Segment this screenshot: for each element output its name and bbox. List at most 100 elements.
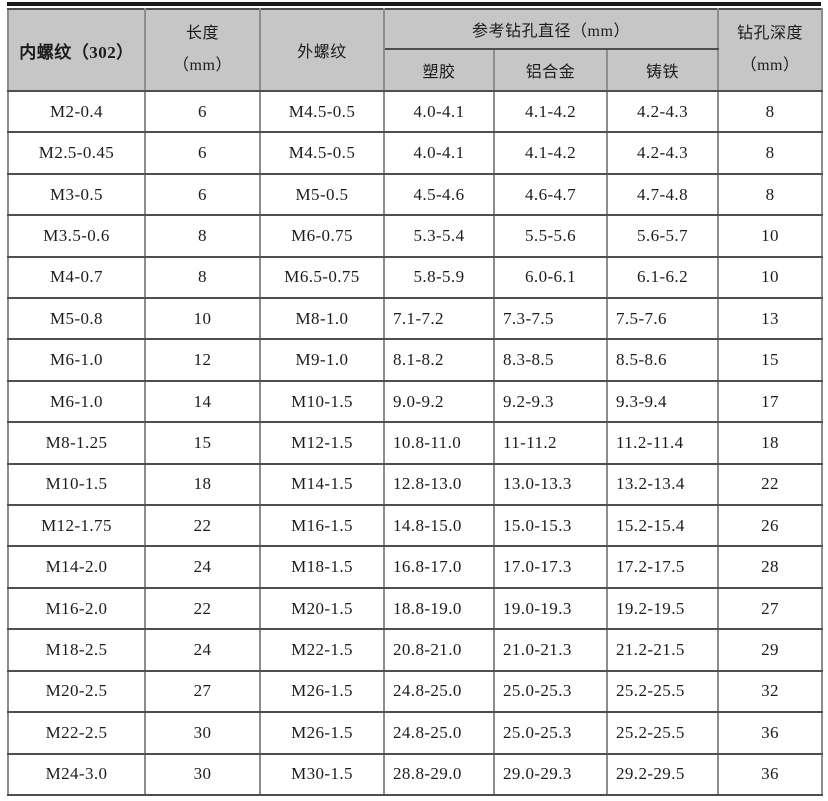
cell-drill-cast-iron: 8.5-8.6 <box>605 338 720 382</box>
cell-drill-plastic: 12.8-13.0 <box>383 462 495 507</box>
cell-drill-depth: 8 <box>717 172 824 217</box>
cell-external-thread: M14-1.5 <box>259 462 385 507</box>
header-drill-diameter-group: 参考钻孔直径（mm） <box>382 8 720 50</box>
cell-length: 6 <box>144 89 261 134</box>
table-row: M20-2.5 27 M26-1.5 24.8-25.0 25.0-25.3 25.2-2… <box>7 669 824 714</box>
cell-drill-aluminum: 21.0-21.3 <box>493 628 608 672</box>
cell-length: 24 <box>144 545 261 589</box>
table-row: M2.5-0.45 6 M4.5-0.5 4.0-4.1 4.1-4.2 4.2-4.3 8 <box>7 131 824 175</box>
cell-drill-cast-iron: 13.2-13.4 <box>605 462 720 507</box>
cell-drill-aluminum: 17.0-17.3 <box>493 545 608 589</box>
cell-drill-plastic: 4.0-4.1 <box>383 89 495 134</box>
cell-internal-thread: M14-2.0 <box>7 545 146 589</box>
table-row: M4-0.7 8 M6.5-0.75 5.8-5.9 6.0-6.1 6.1-6.2 10 <box>7 255 824 300</box>
table-row: M16-2.0 22 M20-1.5 18.8-19.0 19.0-19.3 19.2-1… <box>7 586 824 631</box>
cell-drill-plastic: 8.1-8.2 <box>383 338 495 382</box>
cell-drill-plastic: 9.0-9.2 <box>383 379 495 424</box>
cell-length: 24 <box>144 628 261 672</box>
cell-external-thread: M10-1.5 <box>259 379 385 424</box>
cell-drill-depth: 32 <box>717 669 824 714</box>
cell-internal-thread: M20-2.5 <box>7 669 146 714</box>
cell-length: 30 <box>144 752 261 796</box>
cell-internal-thread: M18-2.5 <box>7 628 146 672</box>
cell-drill-cast-iron: 15.2-15.4 <box>605 504 720 548</box>
cell-internal-thread: M10-1.5 <box>7 462 146 507</box>
cell-drill-aluminum: 8.3-8.5 <box>493 338 608 382</box>
cell-length: 8 <box>144 255 261 300</box>
cell-drill-plastic: 10.8-11.0 <box>383 421 495 465</box>
cell-external-thread: M16-1.5 <box>259 504 385 548</box>
cell-drill-depth: 29 <box>717 628 824 672</box>
cell-drill-cast-iron: 19.2-19.5 <box>605 586 720 631</box>
cell-drill-aluminum: 5.5-5.6 <box>493 214 608 258</box>
cell-drill-depth: 10 <box>717 255 824 300</box>
cell-length: 8 <box>144 214 261 258</box>
cell-drill-cast-iron: 4.7-4.8 <box>605 172 720 217</box>
cell-drill-plastic: 5.3-5.4 <box>383 214 495 258</box>
table-row: M8-1.25 15 M12-1.5 10.8-11.0 11-11.2 11.2-11.… <box>7 421 824 465</box>
cell-external-thread: M5-0.5 <box>259 172 385 217</box>
cell-internal-thread: M3.5-0.6 <box>7 214 146 258</box>
cell-drill-cast-iron: 4.2-4.3 <box>605 89 720 134</box>
cell-drill-depth: 18 <box>717 421 824 465</box>
cell-external-thread: M20-1.5 <box>259 586 385 631</box>
table-row: M22-2.5 30 M26-1.5 24.8-25.0 25.0-25.3 25.2-2… <box>7 711 824 755</box>
cell-drill-cast-iron: 6.1-6.2 <box>605 255 720 300</box>
header-cast-iron: 铸铁 <box>605 48 720 92</box>
cell-external-thread: M4.5-0.5 <box>259 131 385 175</box>
cell-drill-aluminum: 9.2-9.3 <box>493 379 608 424</box>
cell-drill-depth: 27 <box>717 586 824 631</box>
cell-drill-depth: 36 <box>717 711 824 755</box>
cell-drill-depth: 15 <box>717 338 824 382</box>
cell-drill-plastic: 18.8-19.0 <box>383 586 495 631</box>
cell-external-thread: M30-1.5 <box>259 752 385 796</box>
cell-drill-plastic: 24.8-25.0 <box>383 711 495 755</box>
cell-internal-thread: M22-2.5 <box>7 711 146 755</box>
cell-drill-depth: 10 <box>717 214 824 258</box>
cell-length: 6 <box>144 131 261 175</box>
table-row: M18-2.5 24 M22-1.5 20.8-21.0 21.0-21.3 21.2-2… <box>7 628 824 672</box>
cell-drill-aluminum: 4.6-4.7 <box>493 172 608 217</box>
table-top-border <box>7 2 821 6</box>
header-length: 长度 （mm） <box>144 8 261 92</box>
cell-drill-aluminum: 11-11.2 <box>493 421 608 465</box>
cell-drill-cast-iron: 25.2-25.5 <box>605 711 720 755</box>
cell-external-thread: M12-1.5 <box>259 421 385 465</box>
cell-drill-plastic: 4.5-4.6 <box>383 172 495 217</box>
cell-length: 12 <box>144 338 261 382</box>
cell-drill-aluminum: 25.0-25.3 <box>493 711 608 755</box>
table-body: M2-0.4 6 M4.5-0.5 4.0-4.1 4.1-4.2 4.2-4.3 8 M2.… <box>7 89 824 796</box>
header-aluminum-alloy: 铝合金 <box>493 48 608 92</box>
cell-drill-plastic: 14.8-15.0 <box>383 504 495 548</box>
cell-drill-cast-iron: 29.2-29.5 <box>605 752 720 796</box>
cell-drill-cast-iron: 5.6-5.7 <box>605 214 720 258</box>
cell-internal-thread: M4-0.7 <box>7 255 146 300</box>
table-row: M12-1.75 22 M16-1.5 14.8-15.0 15.0-15.3 15.2-… <box>7 504 824 548</box>
table-row: M6-1.0 14 M10-1.5 9.0-9.2 9.2-9.3 9.3-9.4 17 <box>7 379 824 424</box>
cell-drill-cast-iron: 11.2-11.4 <box>605 421 720 465</box>
cell-external-thread: M9-1.0 <box>259 338 385 382</box>
cell-internal-thread: M12-1.75 <box>7 504 146 548</box>
table-row: M10-1.5 18 M14-1.5 12.8-13.0 13.0-13.3 13.2-1… <box>7 462 824 507</box>
table-row: M3-0.5 6 M5-0.5 4.5-4.6 4.6-4.7 4.7-4.8 8 <box>7 172 824 217</box>
cell-internal-thread: M2.5-0.45 <box>7 131 146 175</box>
header-external-thread: 外螺纹 <box>259 8 385 92</box>
table-row: M2-0.4 6 M4.5-0.5 4.0-4.1 4.1-4.2 4.2-4.3 8 <box>7 89 824 134</box>
cell-drill-depth: 8 <box>717 131 824 175</box>
cell-drill-aluminum: 19.0-19.3 <box>493 586 608 631</box>
table-row: M14-2.0 24 M18-1.5 16.8-17.0 17.0-17.3 17.2-1… <box>7 545 824 589</box>
cell-length: 27 <box>144 669 261 714</box>
header-internal-thread: 内螺纹（302） <box>7 8 146 92</box>
cell-internal-thread: M3-0.5 <box>7 172 146 217</box>
cell-external-thread: M8-1.0 <box>259 297 385 341</box>
cell-drill-depth: 17 <box>717 379 824 424</box>
cell-drill-aluminum: 6.0-6.1 <box>493 255 608 300</box>
cell-drill-aluminum: 7.3-7.5 <box>493 297 608 341</box>
cell-length: 22 <box>144 586 261 631</box>
cell-length: 15 <box>144 421 261 465</box>
cell-drill-cast-iron: 21.2-21.5 <box>605 628 720 672</box>
table-row: M6-1.0 12 M9-1.0 8.1-8.2 8.3-8.5 8.5-8.6 15 <box>7 338 824 382</box>
cell-internal-thread: M2-0.4 <box>7 89 146 134</box>
cell-length: 6 <box>144 172 261 217</box>
